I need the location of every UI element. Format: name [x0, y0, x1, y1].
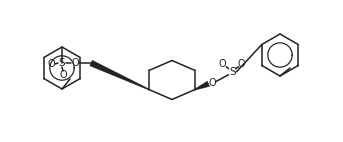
- Text: O: O: [71, 58, 79, 68]
- Text: O: O: [47, 59, 55, 69]
- Text: S: S: [229, 67, 236, 77]
- Text: O: O: [59, 70, 67, 80]
- Polygon shape: [90, 60, 150, 90]
- Text: S: S: [59, 58, 65, 68]
- Text: O: O: [219, 59, 226, 69]
- Text: O: O: [238, 59, 245, 69]
- Text: O: O: [209, 78, 216, 88]
- Polygon shape: [194, 81, 210, 90]
